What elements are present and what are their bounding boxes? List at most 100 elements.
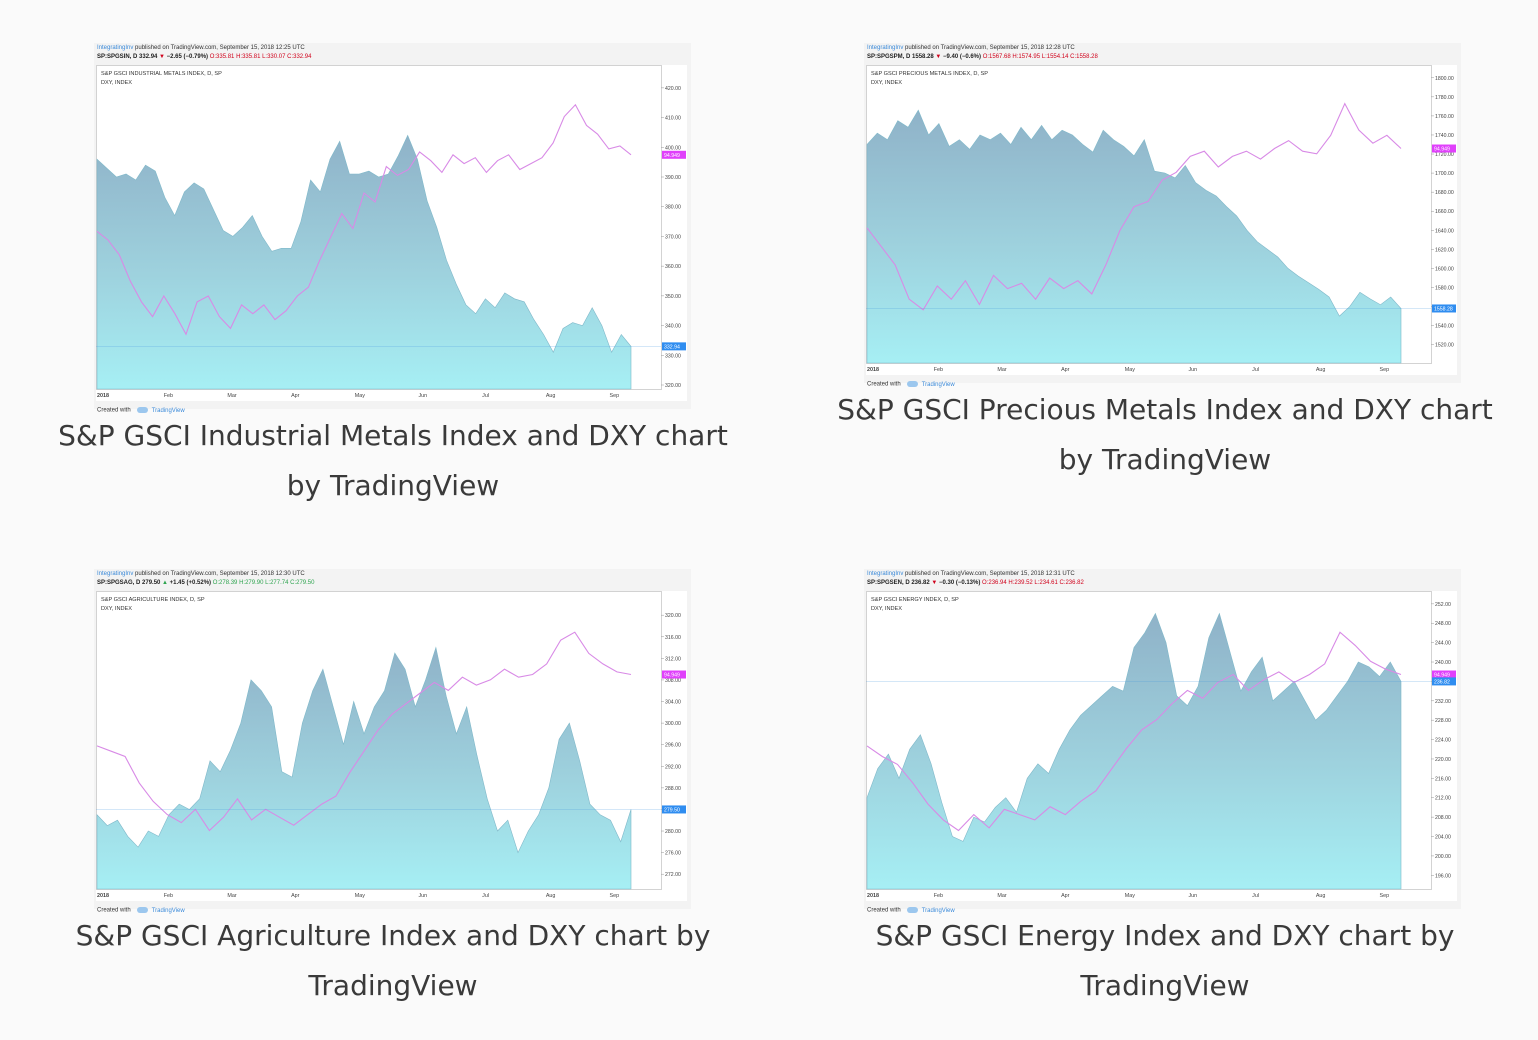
chart-caption: S&P GSCI Energy Index and DXY chart by T… — [875, 919, 1455, 1002]
index-area-series — [866, 612, 1402, 890]
chart-frame: IntegratingInv published on TradingView.… — [94, 43, 691, 414]
y-tick-label: 252.00 — [1435, 602, 1451, 608]
dxy-line-series — [96, 103, 632, 336]
publisher-link[interactable]: IntegratingInv — [867, 45, 904, 51]
publisher-link[interactable]: IntegratingInv — [867, 571, 904, 577]
x-tick-label: Apr — [291, 893, 300, 899]
dxy-line-series — [866, 631, 1402, 832]
last-price: 1558.28 — [912, 54, 936, 60]
legend-entry: DXY, INDEX — [871, 606, 902, 612]
x-tick-label: Jun — [418, 393, 427, 399]
y-tick-label: 276.00 — [665, 851, 681, 857]
y-tick-label: 296.00 — [665, 743, 681, 749]
y-tick-label: 244.00 — [1435, 641, 1451, 647]
tradingview-logo-icon — [136, 907, 148, 913]
x-tick-label: May — [355, 393, 365, 399]
y-tick-label: 1700.00 — [1435, 171, 1454, 177]
publish-info: published on TradingView.com, September … — [133, 45, 305, 51]
y-tick-label: 1640.00 — [1435, 228, 1454, 234]
tradingview-logo-icon — [906, 381, 918, 387]
publisher-link[interactable]: IntegratingInv — [97, 571, 134, 577]
publisher-link[interactable]: IntegratingInv — [97, 45, 134, 51]
index-area-series — [96, 134, 632, 390]
legend-entry: S&P GSCI AGRICULTURE INDEX, D, SP — [101, 597, 205, 603]
x-tick-label: 2018 — [97, 893, 109, 899]
x-tick-label: Sep — [610, 893, 620, 899]
legend-entry: DXY, INDEX — [101, 80, 132, 86]
dxy-price-label: 94.949 — [1434, 147, 1450, 153]
ohlc-low: L:234.61 — [1034, 580, 1060, 586]
x-tick-label: 2018 — [867, 893, 879, 899]
ohlc-low: L:330.07 — [262, 54, 288, 60]
created-with-label: Created with — [97, 907, 131, 914]
y-tick-label: 208.00 — [1435, 815, 1451, 821]
y-tick-label: 300.00 — [665, 721, 681, 727]
last-price-label: 1558.28 — [1434, 306, 1453, 312]
dxy-price-badge — [662, 670, 686, 679]
ohlc-open: O:335.81 — [209, 54, 237, 60]
y-tick-label: 390.00 — [665, 175, 681, 181]
y-tick-label: 316.00 — [665, 635, 681, 641]
dxy-line-series — [866, 102, 1402, 311]
symbol: SP:SPGSPM, D — [867, 54, 913, 60]
y-tick-label: 400.00 — [665, 145, 681, 151]
ohlc-high: H:279.90 — [239, 580, 266, 586]
tradingview-link[interactable]: TradingView — [151, 907, 185, 914]
symbol: SP:SPGSIN, D — [97, 54, 140, 60]
y-tick-label: 200.00 — [1435, 854, 1451, 860]
y-tick-label: 1780.00 — [1435, 95, 1454, 101]
publish-info: published on TradingView.com, September … — [903, 45, 1075, 51]
ohlc-close: C:332.94 — [287, 54, 312, 60]
tradingview-link[interactable]: TradingView — [921, 381, 955, 388]
y-tick-label: 380.00 — [665, 205, 681, 211]
x-tick-label: Sep — [1380, 893, 1390, 899]
ohlc-high: H:239.52 — [1008, 580, 1035, 586]
x-tick-label: Feb — [934, 367, 943, 373]
x-tick-label: Apr — [291, 393, 300, 399]
index-area-series — [96, 646, 632, 890]
up-arrow-icon: ▲ — [162, 580, 168, 586]
last-price: 332.94 — [139, 54, 160, 60]
x-tick-label: Mar — [227, 893, 236, 899]
x-tick-label: 2018 — [867, 367, 879, 373]
last-price-badge — [1432, 677, 1456, 686]
y-tick-label: 292.00 — [665, 764, 681, 770]
tradingview-logo-icon — [136, 407, 148, 413]
x-tick-label: May — [355, 893, 365, 899]
y-tick-label: 272.00 — [665, 872, 681, 878]
y-tick-label: 1740.00 — [1435, 133, 1454, 139]
last-price-label: 279.50 — [664, 807, 680, 813]
y-tick-label: 288.00 — [665, 786, 681, 792]
dxy-price-badge — [1432, 670, 1456, 679]
y-tick-label: 410.00 — [665, 116, 681, 122]
dxy-line-series — [96, 631, 632, 832]
chart-frame: IntegratingInv published on TradingView.… — [864, 43, 1461, 388]
tradingview-link[interactable]: TradingView — [151, 407, 185, 414]
y-tick-label: 1760.00 — [1435, 114, 1454, 120]
y-tick-label: 204.00 — [1435, 835, 1451, 841]
ohlc-close: C:1558.28 — [1070, 54, 1098, 60]
chart-svg: S&P GSCI PRECIOUS METALS INDEX, D, SP DXY… — [866, 65, 1457, 375]
x-tick-label: 2018 — [97, 393, 109, 399]
tradingview-link[interactable]: TradingView — [921, 907, 955, 914]
x-tick-label: Aug — [546, 893, 556, 899]
last-price: 236.82 — [911, 580, 932, 586]
chart-symbol-line: SP:SPGSIN, D 332.94 ▼ −2.65 (−0.79%) O:3… — [97, 54, 311, 60]
y-tick-label: 312.00 — [665, 656, 681, 662]
change: −2.65 (−0.79%) — [165, 54, 210, 60]
chart-caption: S&P GSCI Precious Metals Index and DXY c… — [837, 393, 1493, 476]
ohlc-open: O:236.94 — [982, 580, 1009, 586]
ohlc-high: H:1574.95 — [1012, 54, 1042, 60]
created-with-label: Created with — [867, 907, 901, 914]
chart-svg: S&P GSCI AGRICULTURE INDEX, D, SP DXY, IN… — [96, 591, 687, 901]
last-price-label: 236.82 — [1434, 679, 1450, 685]
created-with-footer: Created with TradingView — [97, 407, 185, 414]
x-tick-label: Jun — [1188, 893, 1197, 899]
y-tick-label: 308.00 — [665, 678, 681, 684]
dxy-price-badge — [662, 150, 686, 159]
ohlc-low: L:1554.14 — [1041, 54, 1071, 60]
chart-caption: S&P GSCI Agriculture Index and DXY chart… — [75, 919, 711, 1002]
chart-publish-line: IntegratingInv published on TradingView.… — [97, 45, 305, 51]
x-tick-label: Apr — [1061, 893, 1070, 899]
chart-publish-line: IntegratingInv published on TradingView.… — [97, 571, 305, 577]
